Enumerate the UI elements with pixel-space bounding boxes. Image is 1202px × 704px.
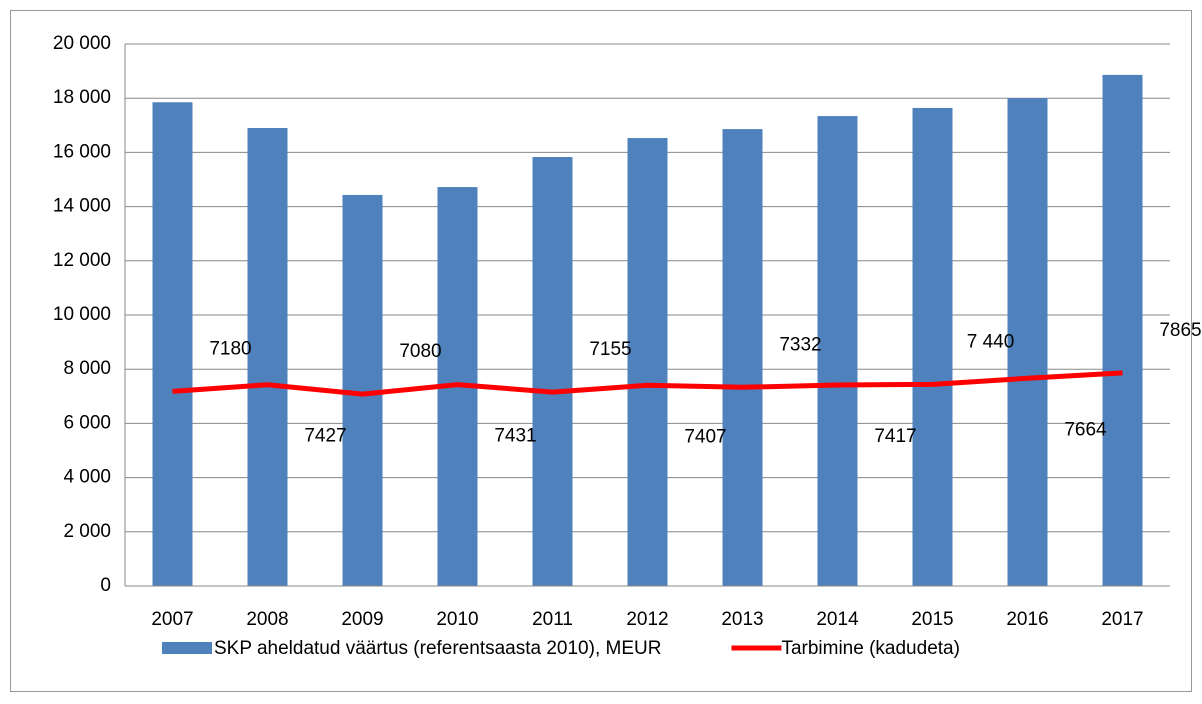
bar (1007, 98, 1048, 586)
data-label: 7155 (589, 339, 631, 360)
x-tick-label: 2010 (436, 609, 478, 630)
x-tick-label: 2012 (626, 609, 668, 630)
bar (152, 102, 193, 586)
x-tick-label: 2008 (246, 609, 288, 630)
bar (1102, 74, 1143, 587)
bar (247, 128, 288, 586)
y-tick-label: 14 000 (53, 196, 111, 217)
data-label: 7427 (304, 426, 346, 447)
x-tick-label: 2015 (911, 609, 953, 630)
y-tick-label: 12 000 (53, 250, 111, 271)
bar (627, 138, 668, 587)
data-label: 7332 (779, 334, 821, 355)
x-tick-label: 2014 (816, 609, 859, 630)
x-tick-label: 2011 (532, 609, 573, 630)
legend-label: Tarbimine (kadudeta) (781, 638, 959, 659)
legend-swatch (162, 642, 212, 654)
y-tick-label: 16 000 (53, 141, 111, 162)
y-tick-label: 20 000 (53, 33, 111, 54)
y-tick-label: 4 000 (63, 467, 111, 488)
data-label: 7664 (1064, 419, 1107, 440)
data-label: 7431 (494, 426, 536, 447)
x-tick-label: 2013 (721, 609, 763, 630)
data-label: 7417 (874, 426, 916, 447)
bar (817, 116, 858, 586)
y-tick-label: 6 000 (63, 412, 111, 433)
y-tick-label: 8 000 (63, 358, 111, 379)
y-tick-label: 18 000 (53, 87, 111, 108)
data-label: 7407 (684, 426, 726, 447)
y-tick-label: 10 000 (53, 304, 111, 325)
data-label: 7080 (399, 341, 441, 362)
data-label: 7 440 (967, 331, 1015, 352)
data-label: 7180 (209, 338, 251, 359)
y-tick-label: 0 (100, 575, 111, 596)
y-tick-label: 2 000 (63, 521, 111, 542)
data-label: 7865 (1159, 320, 1201, 341)
bar (912, 107, 953, 587)
x-tick-label: 2007 (151, 609, 193, 630)
bar (532, 157, 573, 586)
bar (722, 129, 763, 586)
legend-label: SKP aheldatud väärtus (referentsaasta 20… (214, 638, 661, 659)
chart-border (10, 10, 1192, 692)
x-tick-label: 2017 (1101, 609, 1143, 630)
x-tick-label: 2016 (1006, 609, 1048, 630)
line (172, 370, 1123, 397)
x-tick-label: 2009 (341, 609, 383, 630)
